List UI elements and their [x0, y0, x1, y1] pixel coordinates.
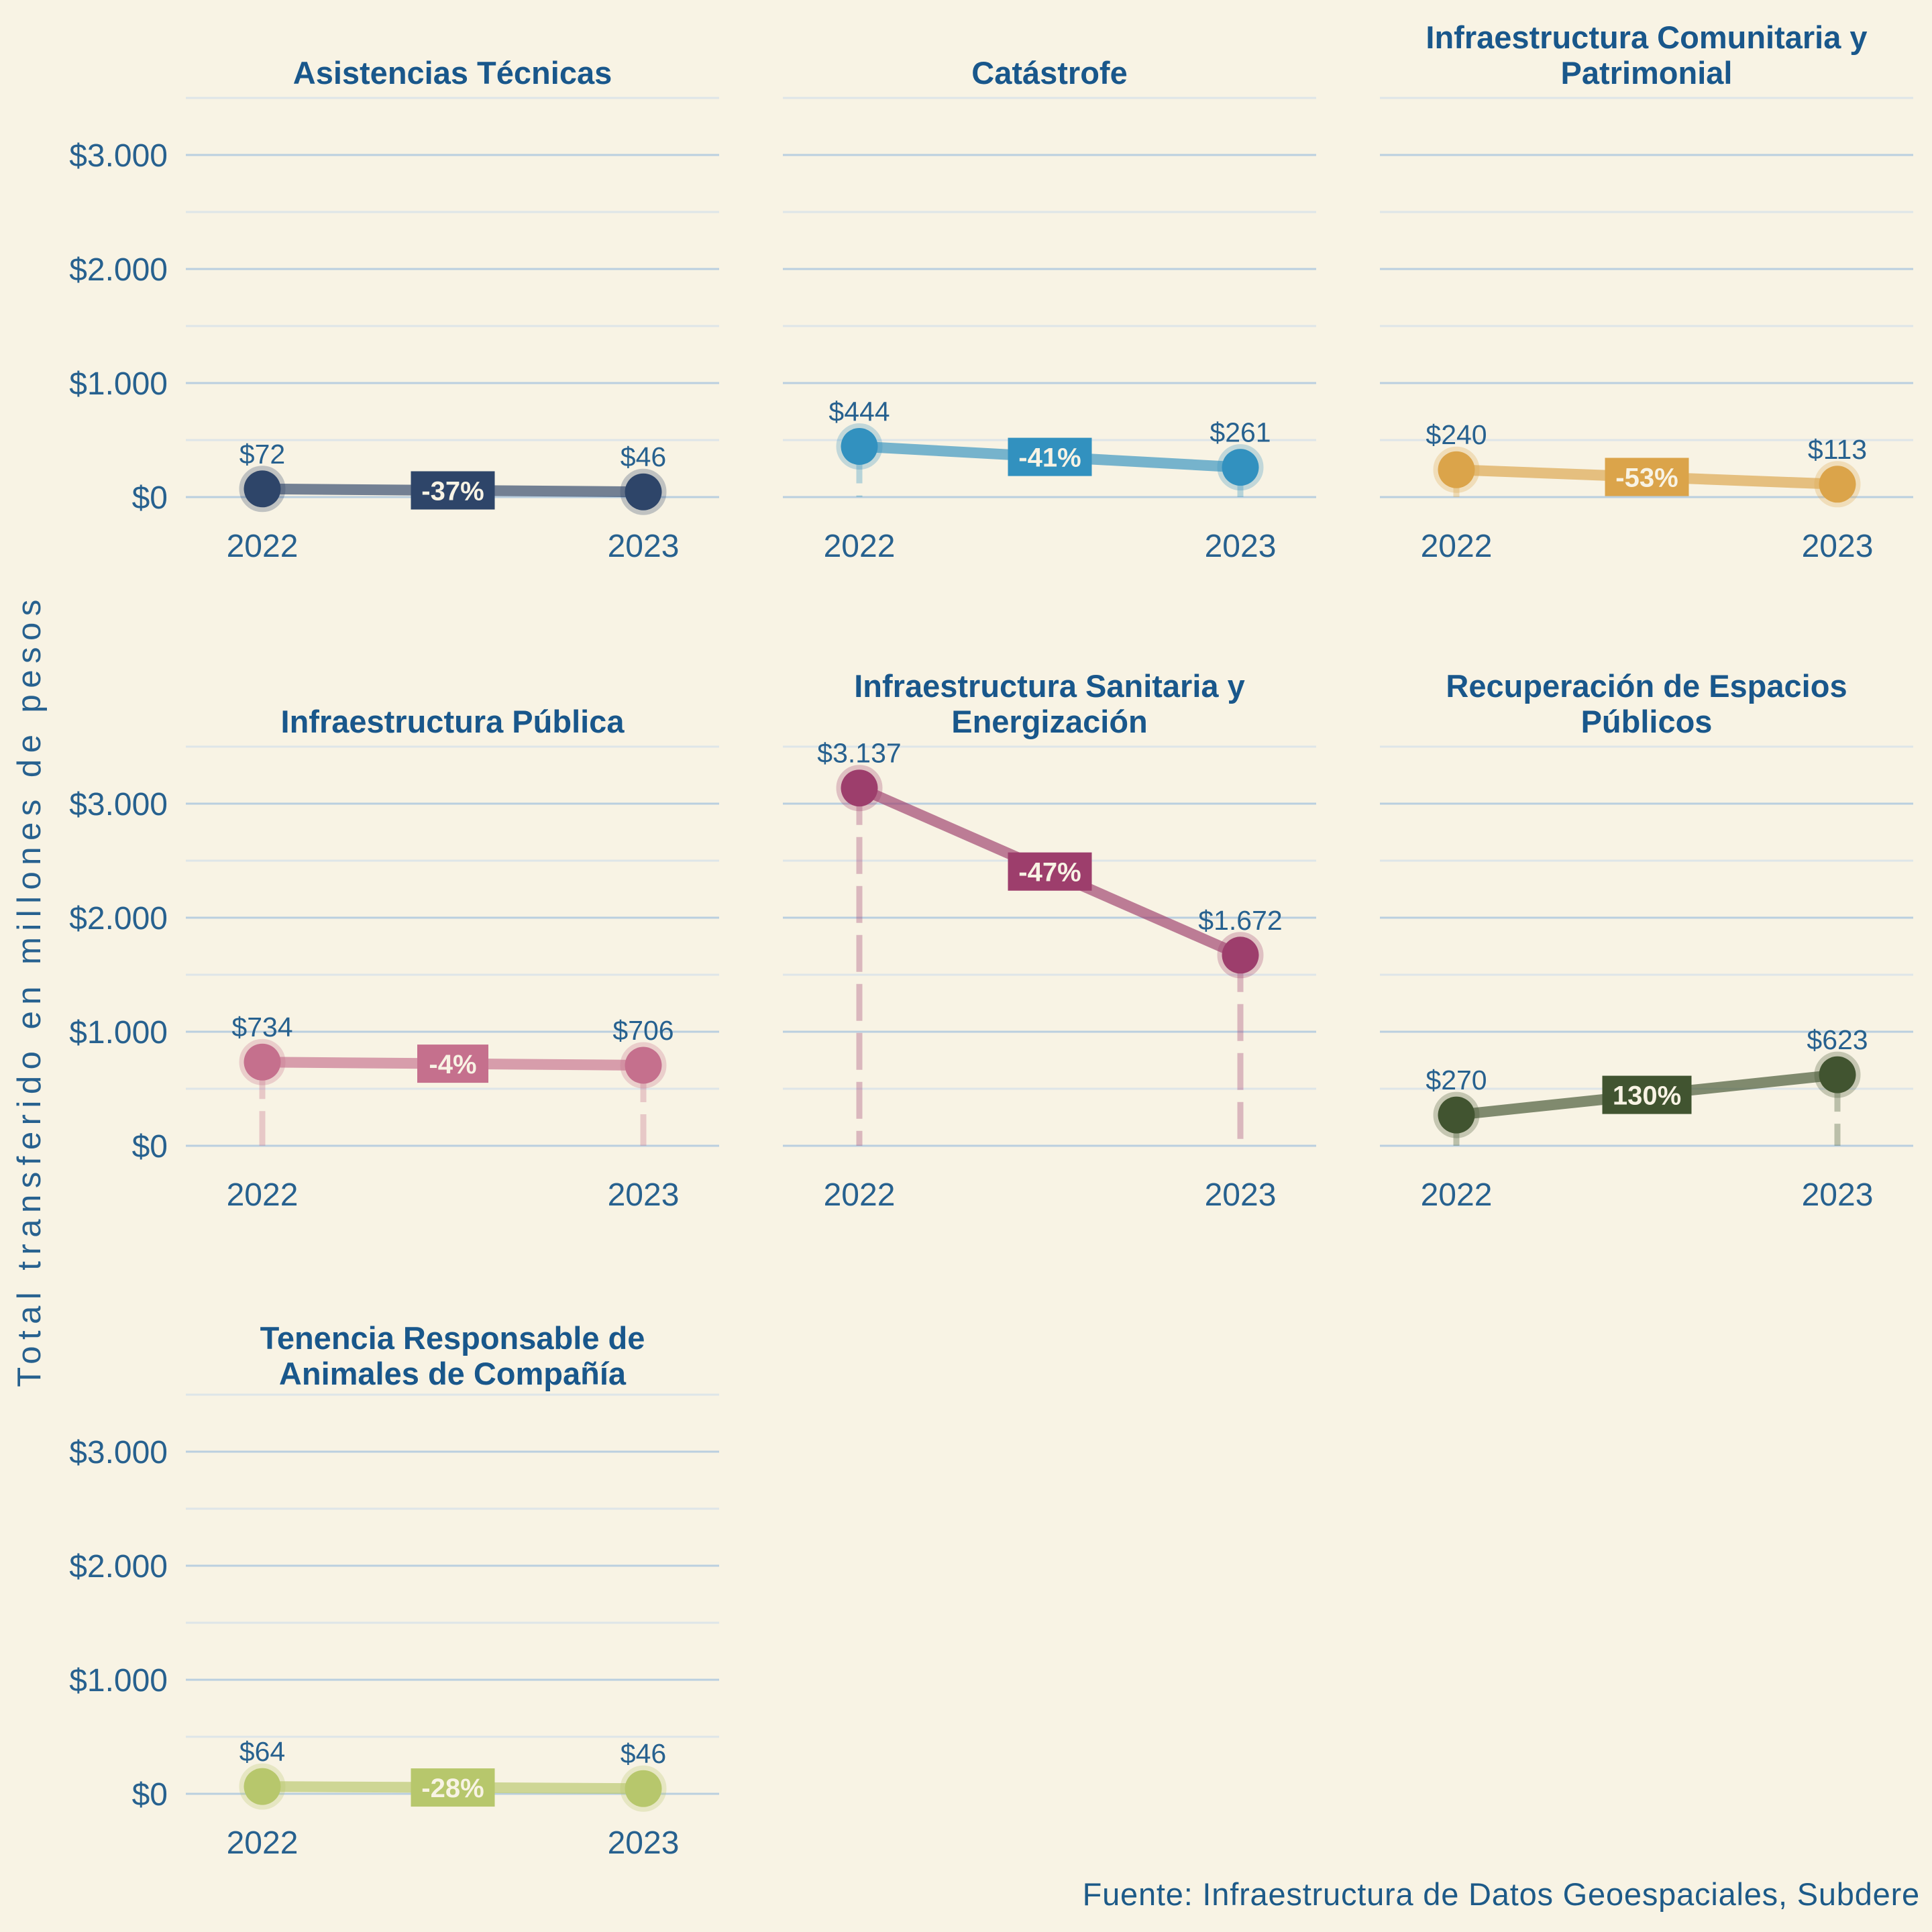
- svg-text:$261: $261: [1210, 417, 1271, 448]
- svg-text:Infraestructura Pública: Infraestructura Pública: [281, 704, 625, 739]
- svg-text:$2.000: $2.000: [69, 1549, 168, 1585]
- svg-text:-28%: -28%: [421, 1774, 484, 1803]
- svg-text:Públicos: Públicos: [1581, 704, 1713, 739]
- svg-text:$270: $270: [1426, 1065, 1487, 1095]
- svg-text:2022: 2022: [1421, 529, 1493, 564]
- svg-text:$734: $734: [231, 1012, 292, 1042]
- svg-text:$2.000: $2.000: [69, 901, 168, 936]
- svg-text:$72: $72: [239, 439, 285, 470]
- svg-text:Fuente: Infraestructura de Dat: Fuente: Infraestructura de Datos Geoespa…: [1083, 1876, 1920, 1912]
- svg-text:$623: $623: [1807, 1024, 1868, 1055]
- svg-text:$3.000: $3.000: [69, 138, 168, 174]
- svg-text:$1.000: $1.000: [69, 1015, 168, 1051]
- svg-text:2022: 2022: [824, 1177, 896, 1213]
- svg-text:-47%: -47%: [1018, 858, 1081, 888]
- svg-text:2023: 2023: [608, 529, 680, 564]
- svg-text:Asistencias Técnicas: Asistencias Técnicas: [293, 55, 612, 91]
- svg-text:2022: 2022: [227, 1177, 299, 1213]
- svg-text:2023: 2023: [1802, 1177, 1874, 1213]
- svg-text:2023: 2023: [608, 1177, 680, 1213]
- svg-text:$3.000: $3.000: [69, 1435, 168, 1470]
- svg-text:$3.137: $3.137: [817, 738, 901, 769]
- svg-text:Recuperación de Espacios: Recuperación de Espacios: [1446, 668, 1847, 704]
- svg-text:-53%: -53%: [1615, 464, 1678, 493]
- svg-text:$444: $444: [828, 396, 890, 427]
- svg-text:-37%: -37%: [421, 477, 484, 506]
- svg-text:$0: $0: [132, 1129, 168, 1165]
- svg-text:2022: 2022: [824, 529, 896, 564]
- svg-text:$0: $0: [132, 1777, 168, 1813]
- svg-text:-4%: -4%: [429, 1050, 476, 1079]
- svg-text:2022: 2022: [227, 1825, 299, 1861]
- svg-text:Infraestructura Comunitaria y: Infraestructura Comunitaria y: [1426, 19, 1867, 55]
- svg-text:Animales de Compañía: Animales de Compañía: [279, 1356, 627, 1391]
- svg-text:$2.000: $2.000: [69, 252, 168, 288]
- svg-text:2023: 2023: [608, 1825, 680, 1861]
- svg-text:$46: $46: [621, 441, 666, 472]
- svg-text:2022: 2022: [1421, 1177, 1493, 1213]
- svg-text:$240: $240: [1426, 419, 1487, 450]
- svg-text:-41%: -41%: [1018, 443, 1081, 473]
- svg-text:$1.000: $1.000: [69, 366, 168, 402]
- svg-text:2022: 2022: [227, 529, 299, 564]
- svg-text:Tenencia Responsable de: Tenencia Responsable de: [260, 1320, 645, 1356]
- svg-text:Patrimonial: Patrimonial: [1561, 55, 1733, 91]
- svg-text:Total transferido en millones: Total transferido en millones de pesos: [11, 593, 48, 1387]
- svg-text:$0: $0: [132, 480, 168, 516]
- svg-text:Infraestructura Sanitaria y: Infraestructura Sanitaria y: [854, 668, 1245, 704]
- svg-text:$46: $46: [621, 1738, 666, 1769]
- svg-text:$1.672: $1.672: [1198, 905, 1282, 936]
- svg-text:2023: 2023: [1205, 1177, 1277, 1213]
- svg-text:2023: 2023: [1205, 529, 1277, 564]
- svg-text:130%: 130%: [1613, 1081, 1681, 1111]
- svg-text:$706: $706: [612, 1015, 674, 1046]
- svg-text:$3.000: $3.000: [69, 787, 168, 822]
- svg-text:2023: 2023: [1802, 529, 1874, 564]
- svg-text:$64: $64: [239, 1736, 285, 1767]
- svg-text:$113: $113: [1808, 434, 1867, 465]
- svg-text:Catástrofe: Catástrofe: [971, 55, 1127, 91]
- svg-text:$1.000: $1.000: [69, 1663, 168, 1699]
- svg-text:Energización: Energización: [951, 704, 1148, 739]
